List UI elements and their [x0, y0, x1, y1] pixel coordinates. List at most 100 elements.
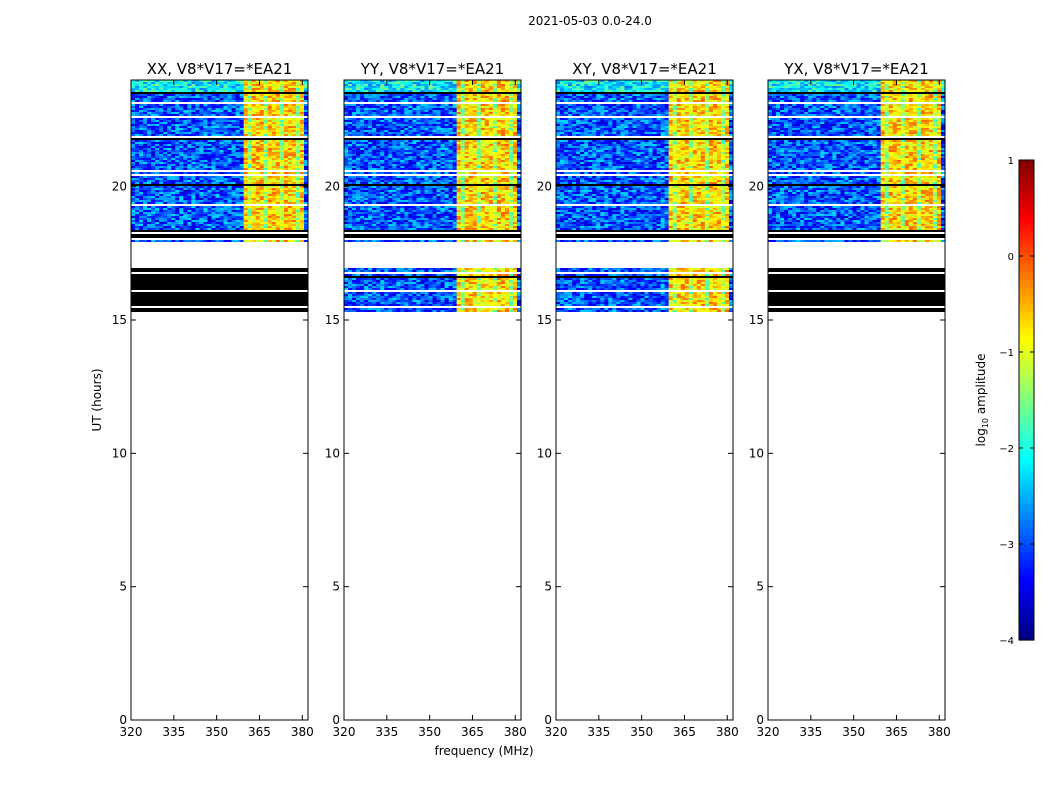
heatmap-cell [283, 146, 289, 148]
heatmap-cell [179, 218, 184, 220]
heatmap-cell [436, 118, 442, 120]
heatmap-cell [223, 110, 229, 112]
heatmap-cell [143, 178, 148, 180]
heatmap-cell [139, 310, 144, 312]
heatmap-cell [239, 114, 245, 116]
heatmap-cell [263, 130, 269, 132]
heatmap-cell [263, 184, 269, 186]
heatmap-cell [195, 146, 200, 148]
heatmap-cell [255, 310, 261, 312]
heatmap-cell [291, 148, 297, 150]
heatmap-cell [187, 298, 192, 300]
panel-title: XX, V8*V17=*EA21 [147, 60, 293, 78]
heatmap-cell [147, 132, 152, 134]
heatmap-cell [243, 308, 249, 310]
heatmap-cell [271, 296, 277, 298]
heatmap-cell [251, 172, 257, 174]
heatmap-cell [179, 152, 184, 154]
heatmap-cell [175, 110, 180, 112]
heatmap-cell [291, 118, 297, 120]
heatmap-cell [376, 98, 381, 100]
heatmap-cell [456, 122, 462, 124]
heatmap-cell [295, 162, 301, 164]
heatmap-cell [131, 280, 136, 282]
heatmap-cell [396, 108, 401, 110]
heatmap-cell [171, 236, 176, 238]
heatmap-cell [227, 288, 233, 290]
heatmap-cell [279, 218, 285, 220]
heatmap-cell [131, 112, 136, 114]
heatmap-cell [199, 84, 204, 86]
heatmap-cell [199, 210, 204, 212]
heatmap-cell [295, 216, 301, 218]
heatmap-cell [279, 130, 285, 132]
heatmap-cell [155, 126, 160, 128]
heatmap-cell [167, 100, 172, 102]
heatmap-cell [255, 284, 261, 286]
heatmap-cell [239, 224, 245, 226]
heatmap-cell [183, 228, 188, 230]
heatmap-cell [207, 178, 212, 180]
heatmap-cell [163, 88, 168, 90]
heatmap-cell [480, 98, 486, 100]
heatmap-cell [452, 80, 458, 82]
heatmap-cell [143, 80, 148, 82]
heatmap-cell [203, 194, 208, 196]
heatmap-cell [147, 120, 152, 122]
heatmap-cell [299, 100, 305, 102]
heatmap-cell [143, 206, 148, 208]
heatmap-cell [263, 194, 269, 196]
heatmap-cell [175, 114, 180, 116]
heatmap-cell [215, 188, 220, 190]
heatmap-cell [159, 148, 164, 150]
heatmap-cell [235, 236, 241, 238]
heatmap-cell [147, 212, 152, 214]
heatmap-cell [368, 120, 373, 122]
heatmap-cell [424, 106, 429, 108]
heatmap-cell [259, 190, 265, 192]
heatmap-cell [303, 274, 309, 276]
heatmap-cell [243, 144, 249, 146]
heatmap-cell [263, 110, 269, 112]
heatmap-cell [195, 286, 200, 288]
heatmap-cell [219, 198, 225, 200]
heatmap-cell [368, 100, 373, 102]
heatmap-cell [279, 80, 285, 82]
heatmap-cell [203, 108, 208, 110]
heatmap-cell [299, 302, 305, 304]
heatmap-cell [203, 96, 208, 98]
heatmap-cell [147, 94, 152, 96]
heatmap-cell [151, 108, 156, 110]
heatmap-cell [183, 106, 188, 108]
heatmap-cell [139, 188, 144, 190]
heatmap-cell [484, 122, 490, 124]
heatmap-cell [255, 278, 261, 280]
heatmap-cell [444, 112, 450, 114]
heatmap-cell [484, 106, 490, 108]
heatmap-cell [456, 110, 462, 112]
heatmap-cell [167, 212, 172, 214]
heatmap-cell [247, 98, 253, 100]
heatmap-cell [211, 182, 216, 184]
heatmap-cell [303, 222, 309, 224]
heatmap-cell [263, 198, 269, 200]
heatmap-cell [263, 168, 269, 170]
heatmap-cell [179, 200, 184, 202]
heatmap-cell [263, 268, 269, 270]
heatmap-cell [352, 118, 357, 120]
heatmap-cell [223, 268, 229, 270]
heatmap-cell [235, 304, 241, 306]
heatmap-cell [287, 278, 293, 280]
heatmap-cell [219, 144, 225, 146]
heatmap-cell [179, 236, 184, 238]
heatmap-cell [480, 110, 486, 112]
heatmap-cell [279, 304, 285, 306]
heatmap-cell [275, 98, 281, 100]
heatmap-cell [376, 94, 381, 96]
heatmap-cell [151, 118, 156, 120]
heatmap-cell [207, 84, 212, 86]
heatmap-cell [219, 236, 225, 238]
heatmap-cell [183, 144, 188, 146]
heatmap-cell [211, 210, 216, 212]
